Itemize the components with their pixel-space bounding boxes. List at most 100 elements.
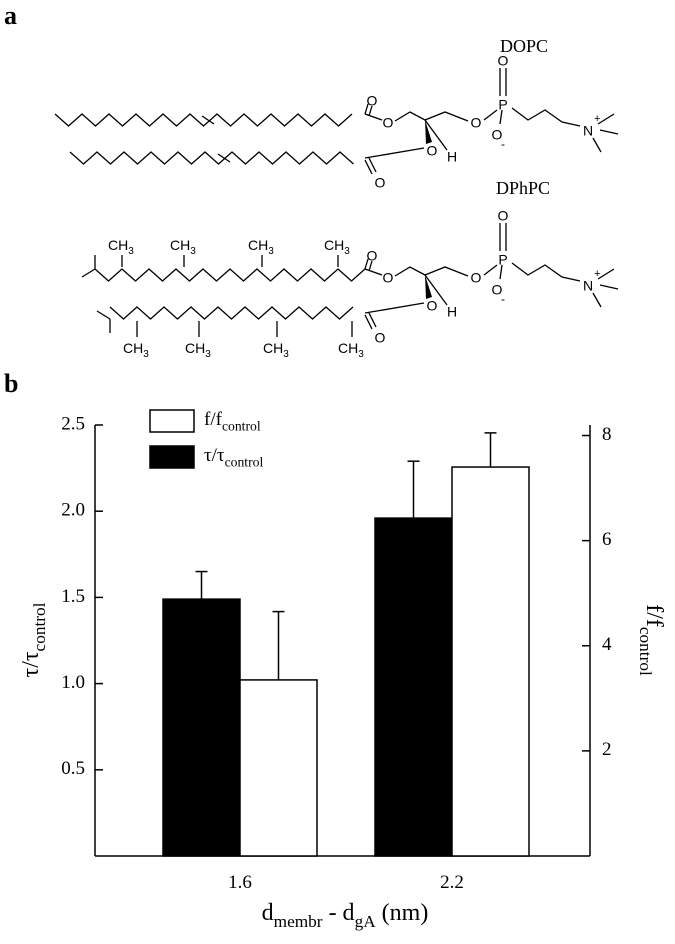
- bond: [592, 292, 602, 308]
- atom-label: P: [498, 97, 507, 113]
- atom-label: N: [583, 123, 593, 139]
- charge: -: [501, 292, 505, 306]
- text-part: 3: [205, 349, 211, 360]
- text-part: d: [262, 900, 274, 926]
- atom-label: O: [367, 248, 378, 264]
- bond: [368, 105, 373, 117]
- atom-label: O: [492, 282, 503, 298]
- legend-swatch: [149, 409, 195, 433]
- bond: [597, 268, 615, 280]
- methyl-label: CH3: [170, 237, 196, 257]
- x-tick-label: 2.2: [440, 872, 464, 893]
- atom-label: N: [583, 278, 593, 294]
- text-part: 3: [358, 349, 364, 360]
- bond: [96, 310, 111, 320]
- text-part: CH: [248, 237, 268, 253]
- bond: [483, 264, 498, 276]
- bond: [368, 157, 377, 173]
- atom-label: H: [447, 149, 457, 165]
- y2-tick-label: 4: [602, 634, 612, 655]
- text-part: control: [222, 419, 261, 434]
- charge: +: [594, 113, 600, 125]
- legend-label: f/fcontrol: [204, 409, 261, 434]
- bond: [364, 159, 373, 175]
- atom-label: O: [492, 127, 503, 143]
- bond: [592, 137, 602, 153]
- double-bond: [217, 153, 231, 163]
- bond: [364, 314, 373, 330]
- y2-tick-label: 8: [602, 424, 612, 445]
- text-part: f/f: [641, 604, 667, 627]
- chain: [109, 306, 354, 320]
- bond: [364, 258, 369, 270]
- molecule-name: DOPC: [500, 36, 548, 56]
- atom-label: O: [375, 330, 386, 346]
- bond: [368, 260, 373, 272]
- text-part: τ/τ: [18, 651, 44, 677]
- bond: [597, 113, 615, 125]
- chain: [54, 113, 353, 127]
- text-part: control: [225, 455, 264, 470]
- text-part: 3: [344, 246, 350, 257]
- bond: [364, 268, 383, 276]
- bond: [364, 302, 425, 314]
- atom-label: P: [498, 252, 507, 268]
- bond: [364, 103, 369, 115]
- bond: [424, 274, 448, 306]
- molecule-name: DPhPC: [496, 178, 550, 198]
- methyl-label: CH3: [324, 237, 350, 257]
- atom-label: O: [498, 208, 509, 224]
- methyl-label: CH3: [263, 340, 289, 360]
- methyl-label: CH3: [248, 237, 274, 257]
- y-tick-label: 2.5: [61, 413, 85, 434]
- text-part: 3: [283, 349, 289, 360]
- glycerol: [394, 266, 469, 277]
- charge: +: [594, 268, 600, 280]
- bar: [374, 517, 453, 857]
- text-part: CH: [108, 237, 128, 253]
- bar: [451, 466, 530, 857]
- y2-tick-label: 2: [602, 739, 612, 760]
- y2-tick-label: 6: [602, 529, 612, 550]
- double-bond: [201, 115, 215, 125]
- text-part: - d: [323, 900, 355, 926]
- bond: [499, 264, 503, 280]
- text-part: 3: [268, 246, 274, 257]
- atom-label: O: [383, 270, 394, 286]
- charge: -: [501, 137, 505, 151]
- methyl-label: CH3: [108, 237, 134, 257]
- atom-label: O: [427, 143, 438, 159]
- bond: [368, 312, 377, 328]
- atom-label: O: [471, 270, 482, 286]
- text-part: CH: [324, 237, 344, 253]
- bar: [239, 679, 318, 857]
- text-part: membr: [274, 912, 323, 931]
- atom-label: O: [367, 93, 378, 109]
- panel-label: b: [4, 369, 18, 398]
- text-part: 3: [128, 246, 134, 257]
- atom-label: O: [498, 53, 509, 69]
- x-axis-title: dmembr - dgA (nm): [262, 900, 429, 931]
- bond: [364, 113, 383, 121]
- atom-label: O: [383, 115, 394, 131]
- bond: [499, 109, 503, 125]
- chain: [69, 151, 354, 165]
- text-part: CH: [263, 340, 283, 356]
- text-part: 3: [143, 349, 149, 360]
- text-part: τ/τ: [204, 445, 225, 466]
- bond: [81, 268, 96, 278]
- text-part: 3: [190, 246, 196, 257]
- atom-label: H: [447, 304, 457, 320]
- text-part: CH: [170, 237, 190, 253]
- text-part: control: [30, 602, 49, 651]
- choline: [511, 262, 581, 282]
- atom-label: O: [427, 298, 438, 314]
- y-tick-label: 0.5: [61, 758, 85, 779]
- glycerol: [394, 111, 469, 122]
- y-tick-label: 2.0: [61, 500, 85, 521]
- bond: [483, 109, 498, 121]
- y-tick-label: 1.0: [61, 672, 85, 693]
- text-part: CH: [338, 340, 358, 356]
- x-tick-label: 1.6: [228, 872, 252, 893]
